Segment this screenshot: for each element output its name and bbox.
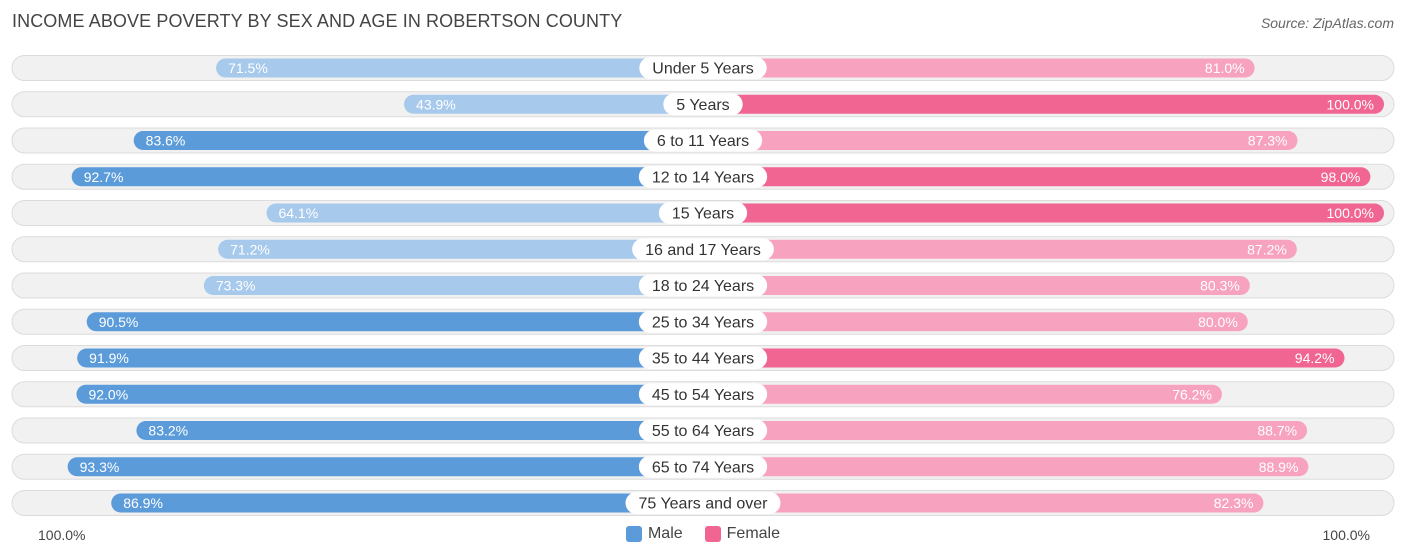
value-label-male: 83.6% (146, 133, 186, 149)
category-label: 55 to 64 Years (652, 423, 754, 440)
value-label-female: 100.0% (1327, 205, 1374, 221)
chart-canvas: 71.5% 81.0% Under 5 Years 43.9% 100.0% 5 Year… (11, 55, 1395, 516)
bar-male (136, 421, 703, 440)
axis-left-label: 100.0% (38, 527, 86, 543)
category-label: 12 to 14 Years (652, 169, 754, 186)
bar-female (703, 276, 1250, 295)
category-pill (638, 274, 768, 297)
category-pill (638, 165, 768, 188)
bar-male (133, 131, 703, 150)
value-label-male: 71.5% (228, 60, 268, 76)
bar-male (77, 348, 703, 368)
bar-male (86, 312, 703, 332)
bar-female (703, 239, 1297, 259)
chart-title: INCOME ABOVE POVERTY BY SEX AND AGE IN R… (12, 11, 623, 31)
bar-male (111, 493, 703, 513)
category-pill (639, 57, 767, 79)
value-label-male: 83.2% (148, 423, 188, 439)
legend-label-male: Male (647, 525, 683, 542)
category-label: 5 Years (676, 97, 729, 114)
category-pill (638, 347, 768, 369)
bar-male (67, 457, 703, 477)
category-label: 16 and 17 Years (645, 242, 761, 259)
value-label-female: 100.0% (1327, 96, 1374, 112)
bar-female (703, 94, 1384, 114)
bar-male (266, 203, 703, 223)
bar-male (404, 94, 703, 114)
legend-item-female: Female (704, 525, 781, 543)
bar-female (703, 58, 1255, 78)
value-label-female: 88.7% (1257, 423, 1297, 439)
bar-female (703, 384, 1222, 404)
category-pill (638, 419, 768, 442)
bar-female (703, 421, 1308, 440)
category-pill (658, 202, 748, 224)
category-label: 45 to 54 Years (652, 387, 754, 404)
value-label-female: 82.3% (1214, 495, 1254, 511)
category-label: 35 to 44 Years (652, 351, 754, 368)
category-label: 65 to 74 Years (652, 459, 754, 476)
legend: Male Female (0, 525, 1406, 543)
value-label-male: 43.9% (416, 96, 456, 112)
bar-female (703, 312, 1248, 332)
bar-female (703, 167, 1371, 187)
legend-item-male: Male (625, 525, 683, 543)
value-label-male: 64.1% (278, 205, 318, 221)
legend-swatch-male (625, 526, 642, 542)
bar-male (218, 239, 704, 259)
category-pill (638, 455, 768, 478)
value-label-female: 76.2% (1172, 386, 1212, 402)
category-pill (638, 310, 768, 333)
category-label: 18 to 24 Years (652, 278, 754, 295)
bar-female (703, 493, 1264, 513)
category-pill (632, 238, 774, 261)
value-label-female: 80.0% (1198, 314, 1238, 330)
value-label-female: 80.3% (1200, 278, 1240, 294)
value-label-male: 92.0% (88, 386, 128, 402)
bar-male (216, 58, 703, 78)
bar-female (703, 131, 1298, 150)
bar-male (203, 276, 703, 295)
category-pill (638, 383, 768, 406)
value-label-male: 90.5% (99, 314, 139, 330)
value-label-female: 87.2% (1247, 241, 1287, 257)
value-label-male: 91.9% (89, 350, 129, 366)
bar-female (703, 203, 1384, 223)
category-label: 15 Years (672, 206, 734, 223)
chart-source: Source: ZipAtlas.com (1260, 15, 1394, 31)
value-label-male: 71.2% (230, 241, 270, 257)
legend-swatch-female (704, 526, 721, 542)
category-label: 75 Years and over (639, 496, 769, 513)
value-label-female: 88.9% (1259, 459, 1299, 475)
value-label-male: 86.9% (123, 495, 163, 511)
value-label-female: 87.3% (1248, 133, 1288, 149)
value-label-male: 92.7% (84, 169, 124, 185)
category-pill (663, 93, 743, 116)
category-label: Under 5 Years (652, 61, 753, 78)
legend-label-female: Female (726, 525, 781, 542)
category-pill (625, 492, 781, 514)
value-label-female: 94.2% (1295, 350, 1335, 366)
category-label: 6 to 11 Years (657, 133, 749, 150)
category-pill (643, 129, 763, 152)
bar-female (703, 457, 1309, 477)
value-label-female: 98.0% (1321, 169, 1361, 185)
value-label-male: 93.3% (80, 459, 120, 475)
axis-right-label: 100.0% (1322, 527, 1370, 543)
value-label-female: 81.0% (1205, 60, 1245, 76)
value-label-male: 73.3% (216, 278, 256, 294)
bar-male (76, 384, 704, 404)
category-label: 25 to 34 Years (652, 314, 754, 331)
bar-female (703, 348, 1345, 368)
bar-male (71, 167, 703, 187)
